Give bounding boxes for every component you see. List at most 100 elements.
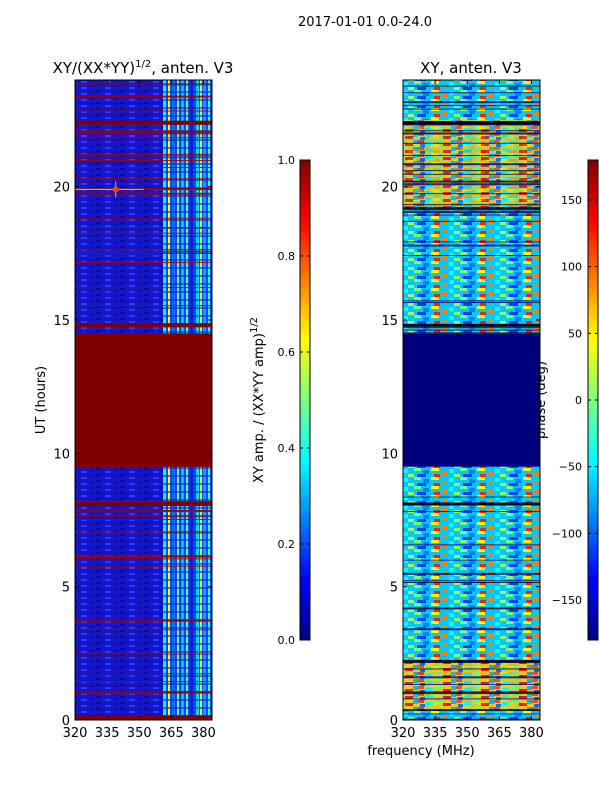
rfi-spike: [75, 181, 144, 198]
flag-line: [403, 180, 540, 183]
flag-line: [75, 500, 212, 503]
flag-line: [403, 607, 540, 610]
y-tick-label: 0: [390, 714, 398, 729]
flag-line: [403, 302, 540, 304]
flag-line: [75, 287, 212, 289]
flag-line: [75, 110, 212, 112]
flag-line: [75, 691, 212, 694]
amplitude-saturated-block: [75, 333, 212, 467]
flag-line: [403, 698, 540, 700]
x-tick-label: 350: [127, 726, 152, 741]
flag-line: [403, 544, 540, 546]
x-tick-label: 320: [63, 726, 88, 741]
y-tick-label: 5: [62, 581, 70, 596]
colorbar-tick-label: 100: [561, 261, 582, 274]
flag-line: [75, 153, 212, 155]
flag-line: [75, 681, 212, 683]
flag-line: [75, 555, 212, 558]
x-tick-label: 335: [95, 726, 120, 741]
y-tick-label: 10: [381, 447, 398, 462]
amplitude-axes-frame: [74, 79, 213, 721]
phase-panel-title: XY, anten. V3: [420, 59, 522, 77]
colorbar-tick-label: 1.0: [278, 154, 296, 167]
flag-line: [403, 92, 540, 94]
flag-line: [403, 676, 540, 679]
x-tick-label: 320: [391, 726, 416, 741]
flag-line: [403, 628, 540, 631]
y-tick-label: 15: [53, 314, 70, 329]
flag-line: [75, 619, 212, 622]
flag-line: [75, 673, 212, 675]
phase-axes-frame: [402, 79, 541, 721]
flag-line: [403, 170, 540, 172]
x-tick-label: 365: [487, 726, 512, 741]
flag-line: [403, 105, 540, 107]
flag-line: [75, 178, 212, 180]
flag-line: [75, 160, 212, 162]
phase-colorbar-label: phase (deg): [534, 361, 549, 439]
flag-line: [75, 130, 212, 132]
y-tick-label: 20: [53, 181, 70, 196]
flag-line: [403, 183, 540, 186]
flag-line: [75, 305, 212, 307]
flag-line: [403, 559, 540, 561]
flag-line: [403, 327, 540, 329]
flag-line: [403, 718, 540, 720]
flag-line: [403, 713, 540, 715]
flag-line: [75, 95, 212, 98]
flag-line: [75, 691, 212, 693]
flag-line: [75, 232, 212, 234]
colorbar-tick-label: 150: [561, 194, 582, 207]
flag-line: [75, 253, 212, 255]
flag-line: [403, 101, 540, 104]
y-tick-label: 0: [62, 714, 70, 729]
flag-line: [75, 262, 212, 264]
y-tick-label: 10: [53, 447, 70, 462]
flag-line: [75, 227, 212, 229]
flag-line: [75, 532, 212, 534]
phase-heatmap: [403, 80, 540, 720]
flag-line: [403, 154, 540, 156]
flag-line: [403, 692, 540, 695]
flag-line: [403, 204, 540, 206]
x-tick-label: 335: [423, 726, 448, 741]
flag-line: [75, 653, 212, 655]
flag-line: [403, 332, 540, 334]
flag-line: [75, 510, 212, 513]
colorbar-tick-label: 0: [575, 394, 582, 407]
amplitude-colorbar-ticks: 0.0 0.2 0.4 0.6 0.8 1.0: [278, 154, 310, 647]
amplitude-colorbar-label: XY amp. / (XX*YY amp)1/2: [249, 317, 267, 483]
flag-line: [403, 85, 540, 87]
flag-line: [403, 124, 540, 126]
flag-band: [403, 323, 540, 327]
flag-line: [403, 683, 540, 685]
phase-flagged-block: [403, 333, 540, 467]
flag-line: [75, 558, 212, 560]
colorbar-tick-label: 0.8: [278, 250, 296, 263]
flag-line: [75, 518, 212, 520]
flag-line: [403, 668, 540, 670]
colorbar-tick-label: 0.0: [278, 634, 296, 647]
colorbar-tick-label: −100: [552, 527, 582, 540]
colorbar-tick-label: −150: [552, 594, 582, 607]
flag-line: [403, 214, 540, 216]
phase-colorbar: −150 −100 −50 0 50 100 150 phase (deg): [534, 159, 599, 641]
x-tick-label: 365: [159, 726, 184, 741]
colorbar-tick-label: 0.2: [278, 538, 296, 551]
colorbar-tick-label: 50: [568, 327, 582, 340]
flag-line: [403, 220, 540, 222]
flag-band: [403, 121, 540, 125]
flag-band: [75, 120, 212, 125]
flag-line: [403, 211, 540, 214]
flag-line: [75, 217, 212, 219]
flag-line: [403, 300, 540, 302]
flag-line: [75, 565, 212, 567]
x-tick-label: 350: [455, 726, 480, 741]
y-tick-label: 15: [381, 314, 398, 329]
rfi-spike-core: [112, 186, 119, 193]
phase-ticks: 320 335 350 365 380 0 5 10 15 20: [381, 80, 544, 741]
flag-line: [403, 691, 540, 693]
flag-line: [75, 248, 212, 250]
flag-line: [75, 250, 212, 252]
